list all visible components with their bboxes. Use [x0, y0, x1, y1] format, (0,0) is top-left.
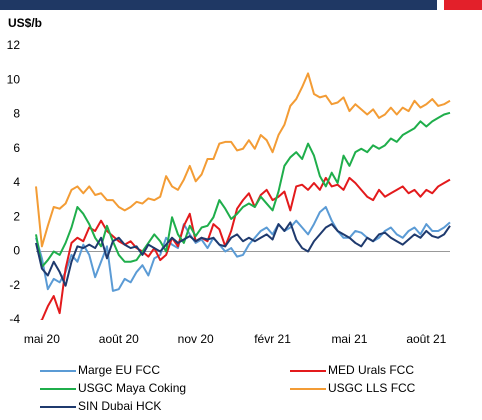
line-series [35, 72, 451, 248]
header-accent [444, 0, 482, 10]
y-tick-label: 8 [13, 107, 20, 121]
line-series [35, 205, 451, 292]
line-series [35, 111, 451, 268]
y-tick-label: 12 [7, 38, 21, 52]
x-tick-label: nov 20 [178, 332, 214, 346]
plot-area [35, 72, 451, 320]
legend-label: USGC LLS FCC [328, 381, 416, 395]
line-series [35, 221, 451, 287]
x-tick-label: août 20 [99, 332, 139, 346]
x-tick-label: mai 21 [331, 332, 367, 346]
legend-label: USGC Maya Coking [78, 381, 186, 395]
legend-label: Marge EU FCC [78, 363, 160, 377]
y-tick-label: -2 [9, 278, 20, 292]
line-series [39, 176, 451, 320]
legend-label: SIN Dubai HCK [78, 399, 161, 413]
y-tick-label: 2 [13, 209, 20, 223]
x-tick-label: mai 20 [24, 332, 60, 346]
y-tick-label: -4 [9, 312, 20, 326]
y-tick-label: 10 [7, 72, 21, 86]
header-bar [0, 0, 437, 10]
y-tick-label: 6 [13, 141, 20, 155]
x-tick-label: août 21 [406, 332, 446, 346]
x-tick-label: févr 21 [254, 332, 291, 346]
legend-label: MED Urals FCC [328, 363, 414, 377]
y-tick-label: 0 [13, 244, 20, 258]
y-axis-label: US$/b [8, 16, 42, 30]
y-tick-label: 4 [13, 175, 20, 189]
